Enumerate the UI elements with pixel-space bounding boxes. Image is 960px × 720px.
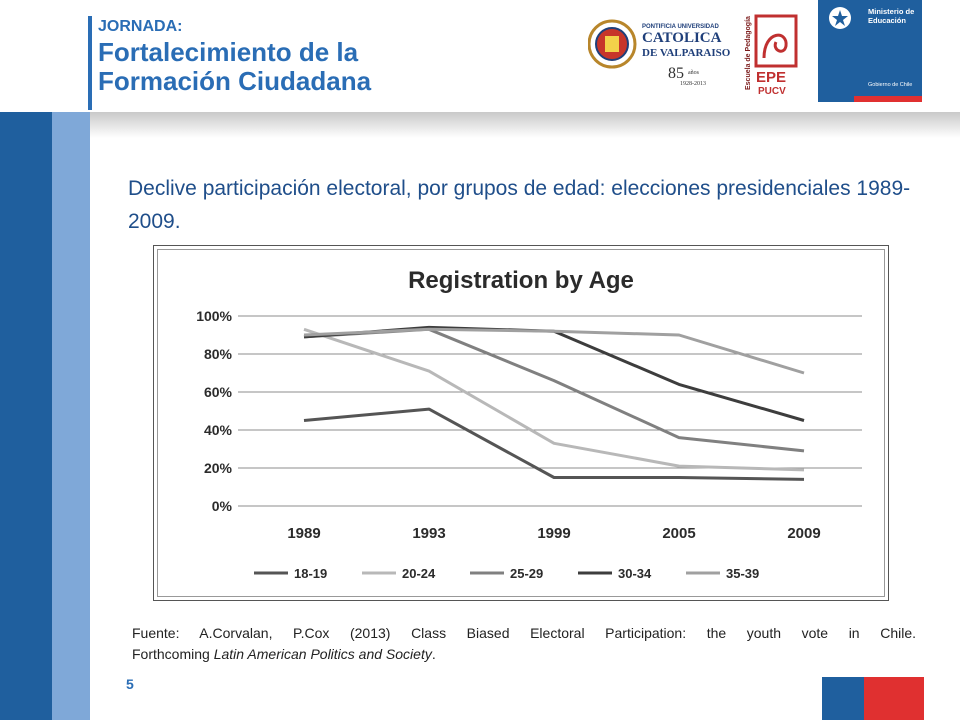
ucv-logo: PONTIFICIA UNIVERSIDAD CATOLICA DE VALPA… (588, 19, 731, 87)
slide-header (0, 0, 960, 112)
ucv-logo-line3: DE VALPARAISO (642, 47, 731, 59)
source-line2-post: . (431, 646, 436, 662)
y-tick-label: 60% (204, 384, 233, 400)
legend-label: 20-24 (402, 566, 436, 581)
x-tick-label: 1989 (287, 525, 320, 542)
header-shadow (90, 112, 960, 138)
series-line-20-24 (303, 327, 805, 472)
y-tick-label: 100% (196, 308, 232, 324)
ministry-logo: Ministerio de Educación Gobierno de Chil… (818, 0, 922, 102)
chart-inner-border (157, 249, 885, 597)
chart-grid (238, 315, 862, 507)
epe-logo-vertical: Escuela de Pedagogía (745, 16, 752, 90)
x-tick-label: 1993 (412, 525, 445, 542)
series-line-18-19 (303, 407, 805, 481)
legend-label: 25-29 (510, 566, 543, 581)
source-journal: Latin American Politics and Society (213, 646, 432, 662)
slide-title: Declive participación electoral, por gru… (128, 177, 911, 233)
ministry-logo-line2: Educación (868, 16, 906, 25)
ucv-logo-years-suffix: años (688, 70, 700, 76)
series-line-35-39 (303, 327, 805, 375)
chart-frame: Registration by Age 0% 20% 40% 60% 80% 100% 1… (153, 245, 889, 601)
epe-logo-small: PUCV (758, 86, 786, 96)
ucv-logo-line1: PONTIFICIA UNIVERSIDAD (642, 24, 719, 30)
epe-logo: Escuela de Pedagogía EPE PUCV (745, 14, 798, 96)
source-line1: Fuente: A.Corvalan, P.Cox (2013) Class B… (132, 625, 916, 641)
y-tick-label: 40% (204, 422, 233, 438)
header-kicker: JORNADA: (98, 18, 183, 35)
ministry-logo-footer: Gobierno de Chile (868, 82, 912, 88)
legend-label: 30-34 (618, 566, 652, 581)
ucv-logo-line2: CATOLICA (642, 30, 722, 46)
y-tick-label: 80% (204, 346, 233, 362)
source-line2-pre: Forthcoming (132, 646, 214, 662)
x-tick-label: 2005 (662, 525, 695, 542)
header-title-line2: Formación Ciudadana (98, 66, 372, 96)
header-curve (0, 0, 90, 112)
left-accent-bar-dark (0, 0, 52, 720)
ministry-logo-line1: Ministerio de (868, 7, 914, 16)
footer-flag-red (864, 677, 924, 720)
series-line-30-34 (303, 325, 805, 422)
source-citation: Fuente: A.Corvalan, P.Cox (2013) Class B… (132, 623, 916, 665)
ucv-logo-years-range: 1928-2013 (680, 81, 706, 87)
x-tick-label: 1999 (537, 525, 570, 542)
header-title: Fortalecimiento de la Formación Ciudadan… (98, 38, 371, 96)
footer-flag-blue (822, 677, 864, 720)
legend-label: 35-39 (726, 566, 759, 581)
series-line-25-29 (303, 327, 805, 453)
left-accent-bar-light (52, 0, 90, 720)
ucv-logo-years: 85 (668, 65, 684, 82)
chart-legend: 18-19 20-24 25-29 30-34 35-39 (254, 566, 759, 581)
source-line2: Forthcoming Latin American Politics and … (132, 646, 436, 662)
chart-y-ticks: 0% 20% 40% 60% 80% 100% (196, 308, 232, 514)
x-tick-label: 2009 (787, 525, 820, 542)
header-title-line1: Fortalecimiento de la (98, 37, 359, 67)
chart-title: Registration by Age (408, 267, 634, 294)
header-rule (88, 16, 92, 110)
registration-chart: Registration by Age 0% 20% 40% 60% 80% 100% 1… (196, 267, 862, 581)
legend-label: 18-19 (294, 566, 327, 581)
chart-x-ticks: 1989 1993 1999 2005 2009 (287, 525, 820, 542)
y-tick-label: 20% (204, 460, 233, 476)
epe-logo-big: EPE (756, 69, 786, 86)
page-number: 5 (126, 676, 134, 692)
chart-series (303, 325, 805, 481)
y-tick-label: 0% (212, 498, 233, 514)
